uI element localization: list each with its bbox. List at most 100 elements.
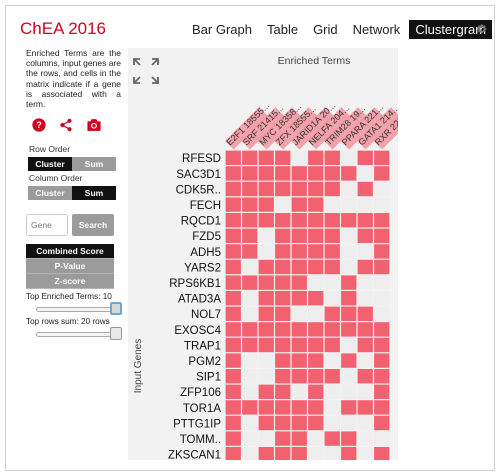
row-label[interactable]: TOMM.. xyxy=(180,434,221,446)
matrix-cell-filled[interactable] xyxy=(341,306,357,321)
matrix-cell-empty[interactable] xyxy=(357,244,373,259)
matrix-cell-filled[interactable] xyxy=(291,213,307,228)
matrix-cell-empty[interactable] xyxy=(242,384,258,399)
matrix-cell-filled[interactable] xyxy=(275,228,291,243)
matrix-cell-filled[interactable] xyxy=(225,213,241,228)
matrix-cell-filled[interactable] xyxy=(242,181,258,197)
row-label[interactable]: FZD5 xyxy=(192,231,221,243)
help-icon[interactable]: ? xyxy=(32,118,46,137)
matrix-cell-filled[interactable] xyxy=(308,259,324,275)
matrix-cell-filled[interactable] xyxy=(291,259,307,275)
matrix-cell-empty[interactable] xyxy=(242,431,258,446)
matrix-cell-filled[interactable] xyxy=(275,369,291,384)
matrix-cell-empty[interactable] xyxy=(242,306,258,321)
matrix-cell-filled[interactable] xyxy=(291,228,307,243)
matrix-cell-filled[interactable] xyxy=(291,275,307,290)
matrix-cell-empty[interactable] xyxy=(357,197,373,212)
column-order-sum-button[interactable]: Sum xyxy=(72,186,116,201)
matrix-cell-filled[interactable] xyxy=(374,447,390,462)
matrix-cell-empty[interactable] xyxy=(242,415,258,431)
matrix-cell-filled[interactable] xyxy=(225,369,241,384)
matrix-cell-filled[interactable] xyxy=(308,337,324,353)
matrix-cell-empty[interactable] xyxy=(308,306,324,321)
matrix-cell-filled[interactable] xyxy=(258,337,274,353)
row-label[interactable]: YARS2 xyxy=(184,262,221,274)
matrix-cell-filled[interactable] xyxy=(357,259,373,275)
matrix-cell-filled[interactable] xyxy=(258,291,274,306)
matrix-cell-filled[interactable] xyxy=(357,400,373,415)
row-label[interactable]: PGM2 xyxy=(188,356,221,368)
matrix-cell-filled[interactable] xyxy=(275,337,291,353)
matrix-cell-filled[interactable] xyxy=(258,213,274,228)
matrix-cell-filled[interactable] xyxy=(291,244,307,259)
matrix-cell-filled[interactable] xyxy=(258,306,274,321)
matrix-cell-filled[interactable] xyxy=(225,353,241,368)
matrix-cell-empty[interactable] xyxy=(374,291,390,306)
matrix-cell-filled[interactable] xyxy=(308,181,324,197)
matrix-cell-filled[interactable] xyxy=(225,275,241,290)
share-icon[interactable] xyxy=(59,118,73,137)
tab-grid[interactable]: Grid xyxy=(313,22,338,37)
clustergram[interactable]: Enriched Terms Input Genes E2F1 18555...… xyxy=(128,48,418,462)
row-order-cluster-button[interactable]: Cluster xyxy=(28,157,72,172)
matrix-cell-filled[interactable] xyxy=(291,431,307,446)
matrix-cell-filled[interactable] xyxy=(258,197,274,212)
row-label[interactable]: TRAP1 xyxy=(184,340,221,352)
matrix-cell-empty[interactable] xyxy=(341,197,357,212)
matrix-cell-filled[interactable] xyxy=(242,213,258,228)
matrix-cell-empty[interactable] xyxy=(291,150,307,165)
matrix-cell-filled[interactable] xyxy=(374,384,390,399)
matrix-cell-filled[interactable] xyxy=(291,369,307,384)
matrix-cell-filled[interactable] xyxy=(341,291,357,306)
matrix-cell-empty[interactable] xyxy=(341,181,357,197)
matrix-cell-filled[interactable] xyxy=(225,384,241,399)
matrix-cell-empty[interactable] xyxy=(242,259,258,275)
matrix-cell-empty[interactable] xyxy=(242,353,258,368)
matrix-cell-filled[interactable] xyxy=(357,322,373,337)
matrix-cell-empty[interactable] xyxy=(258,431,274,446)
matrix-cell-filled[interactable] xyxy=(242,228,258,243)
gene-search-button[interactable]: Search xyxy=(72,214,114,237)
matrix-cell-filled[interactable] xyxy=(275,259,291,275)
matrix-cell-filled[interactable] xyxy=(225,197,241,212)
matrix-cell-filled[interactable] xyxy=(374,415,390,431)
matrix-cell-filled[interactable] xyxy=(275,400,291,415)
tab-network[interactable]: Network xyxy=(352,22,401,37)
matrix-cell-filled[interactable] xyxy=(357,369,373,384)
matrix-cell-filled[interactable] xyxy=(258,259,274,275)
matrix-cell-filled[interactable] xyxy=(225,228,241,243)
matrix-cell-filled[interactable] xyxy=(225,181,241,197)
matrix-cell-filled[interactable] xyxy=(308,150,324,165)
matrix-cell-empty[interactable] xyxy=(258,369,274,384)
matrix-cell-filled[interactable] xyxy=(291,447,307,462)
matrix-cell-filled[interactable] xyxy=(341,213,357,228)
matrix-cell-filled[interactable] xyxy=(324,181,340,197)
matrix-cell-filled[interactable] xyxy=(225,306,241,321)
row-label[interactable]: FECH xyxy=(190,200,221,212)
matrix-cell-filled[interactable] xyxy=(291,197,307,212)
matrix-cell-filled[interactable] xyxy=(341,447,357,462)
matrix-cell-filled[interactable] xyxy=(225,322,241,337)
matrix-cell-filled[interactable] xyxy=(225,337,241,353)
matrix-cell-filled[interactable] xyxy=(341,400,357,415)
matrix-cell-filled[interactable] xyxy=(308,244,324,259)
row-label[interactable]: SAC3D1 xyxy=(176,169,221,181)
matrix-cell-filled[interactable] xyxy=(242,244,258,259)
matrix-cell-filled[interactable] xyxy=(258,415,274,431)
matrix-cell-empty[interactable] xyxy=(291,384,307,399)
tab-table[interactable]: Table xyxy=(266,22,299,37)
matrix-cell-filled[interactable] xyxy=(225,166,241,181)
matrix-cell-filled[interactable] xyxy=(357,213,373,228)
row-label[interactable]: PTTG1IP xyxy=(173,418,221,430)
matrix-cell-filled[interactable] xyxy=(225,244,241,259)
matrix-cell-filled[interactable] xyxy=(275,431,291,446)
matrix-cell-filled[interactable] xyxy=(324,322,340,337)
matrix-cell-filled[interactable] xyxy=(324,213,340,228)
matrix-cell-empty[interactable] xyxy=(258,228,274,243)
tab-clustergram[interactable]: Clustergram xyxy=(409,20,493,39)
matrix-cell-filled[interactable] xyxy=(225,447,241,462)
matrix-cell-filled[interactable] xyxy=(308,322,324,337)
matrix-cell-empty[interactable] xyxy=(308,431,324,446)
row-label[interactable]: RPS6KB1 xyxy=(169,278,221,290)
matrix-cell-filled[interactable] xyxy=(275,306,291,321)
